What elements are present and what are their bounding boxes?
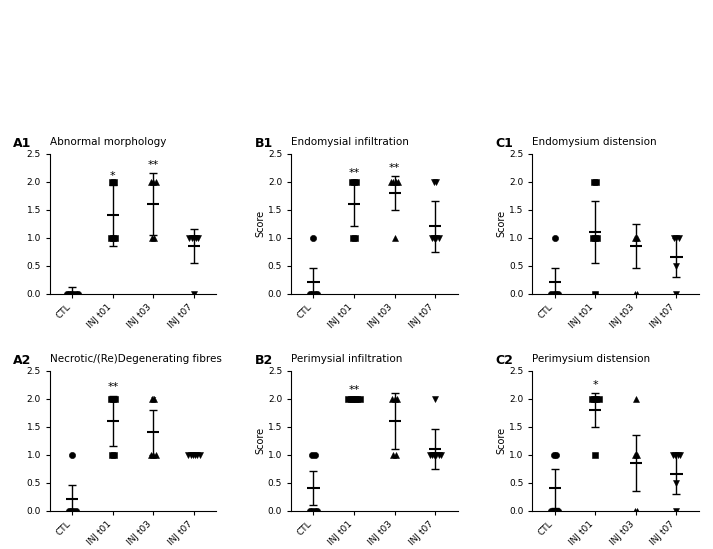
Text: **: ** <box>349 169 359 178</box>
Text: C1: C1 <box>496 137 513 150</box>
Text: *: * <box>150 396 156 406</box>
Text: Endomysium distension: Endomysium distension <box>533 137 657 147</box>
Text: **: ** <box>107 383 118 393</box>
Text: Necrotic/(Re)Degenerating fibres: Necrotic/(Re)Degenerating fibres <box>50 354 222 364</box>
Text: Perimysial infiltration: Perimysial infiltration <box>291 354 403 364</box>
Text: B2: B2 <box>255 354 273 367</box>
Text: C2: C2 <box>496 354 513 367</box>
Text: *: * <box>110 171 116 181</box>
Y-axis label: Score: Score <box>255 210 265 237</box>
Text: **: ** <box>148 160 159 170</box>
Text: B1: B1 <box>255 137 273 150</box>
Text: A1: A1 <box>14 137 31 150</box>
Text: **: ** <box>389 163 400 173</box>
Text: Endomysial infiltration: Endomysial infiltration <box>291 137 409 147</box>
Y-axis label: Score: Score <box>255 427 265 454</box>
Text: A2: A2 <box>14 354 31 367</box>
Text: *: * <box>593 380 598 390</box>
Text: Abnormal morphology: Abnormal morphology <box>50 137 166 147</box>
Y-axis label: Score: Score <box>496 427 506 454</box>
Text: Perimysium distension: Perimysium distension <box>533 354 650 364</box>
Y-axis label: Score: Score <box>496 210 506 237</box>
Text: **: ** <box>349 385 359 395</box>
